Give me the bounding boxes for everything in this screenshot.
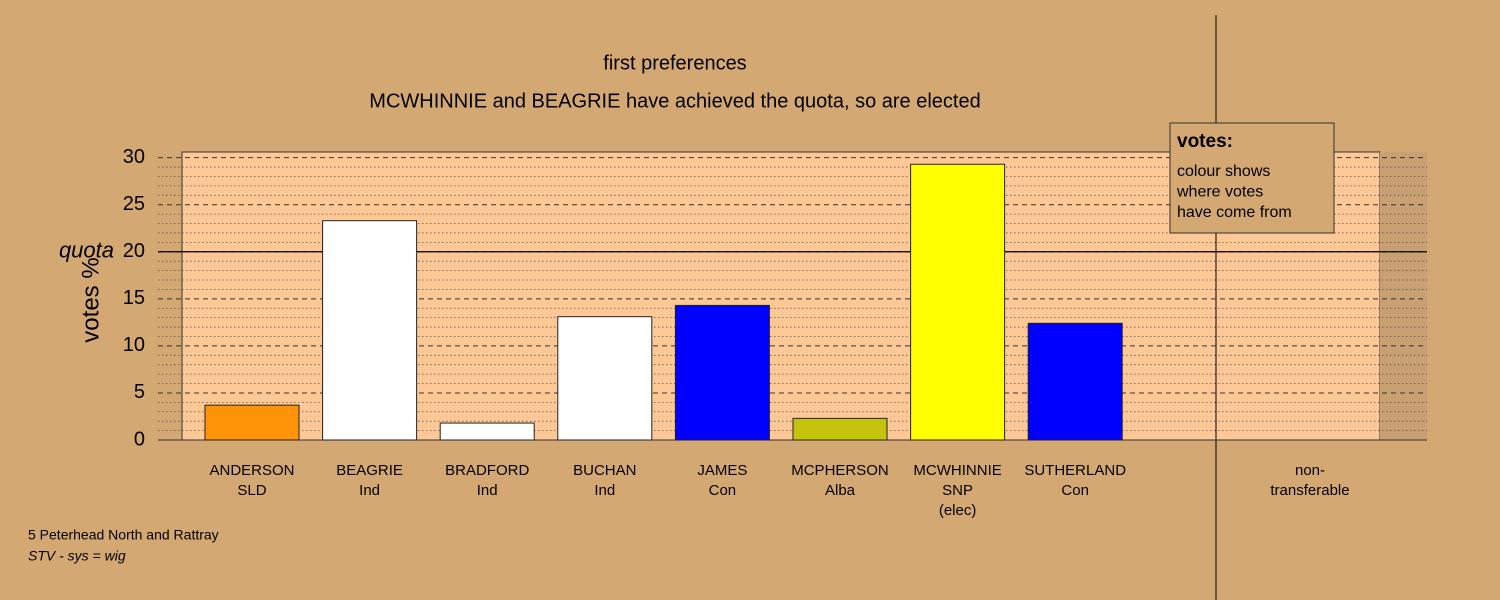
x-tick-label: Ind [477,482,498,499]
x-tick-label: (elec) [939,502,977,519]
chart-subtitle: MCWHINNIE and BEAGRIE have achieved the … [369,90,980,112]
x-tick-label: Con [1061,482,1089,499]
x-tick-label: non- [1295,462,1325,479]
side-strip [1380,152,1427,440]
y-tick-label: 30 [123,146,145,168]
y-tick-label: 10 [123,334,145,356]
chart-title: first preferences [603,52,746,74]
x-tick-label: ANDERSON [209,462,294,479]
bar [439,422,535,441]
x-tick-label: transferable [1270,482,1349,499]
bar [792,417,888,441]
x-tick-label: SLD [237,482,266,499]
x-tick-label: JAMES [697,462,747,479]
x-tick-label: Ind [359,482,380,499]
y-tick-label: 20 [123,240,145,262]
x-tick-label: BRADFORD [445,462,529,479]
y-tick-label: 25 [123,193,145,215]
y-tick-label: 5 [134,381,145,403]
x-tick-label: Con [709,482,737,499]
bar [322,220,418,441]
x-tick-label: BEAGRIE [336,462,403,479]
legend-line: colour shows [1177,163,1270,180]
legend-line: where votes [1176,184,1263,201]
bar [1027,322,1123,441]
x-tick-label: BUCHAN [573,462,636,479]
x-tick-label: MCPHERSON [791,462,889,479]
bar [204,404,300,441]
bar [674,304,770,441]
x-tick-label: MCWHINNIE [913,462,1001,479]
y-tick-label: 0 [134,428,145,450]
footer-line: 5 Peterhead North and Rattray [28,527,219,543]
legend-title: votes: [1177,131,1233,152]
bar [557,316,653,441]
x-tick-label: SUTHERLAND [1024,462,1126,479]
footer-line: STV - sys = wig [28,548,126,564]
y-tick-label: 15 [123,287,145,309]
y-axis-label: votes % [77,257,104,342]
x-tick-label: SNP [942,482,973,499]
bar [910,163,1006,441]
quota-label: quota [59,238,114,263]
legend-line: have come from [1177,204,1292,221]
x-tick-label: Ind [594,482,615,499]
x-tick-label: Alba [825,482,856,499]
legend-box [1169,122,1335,234]
